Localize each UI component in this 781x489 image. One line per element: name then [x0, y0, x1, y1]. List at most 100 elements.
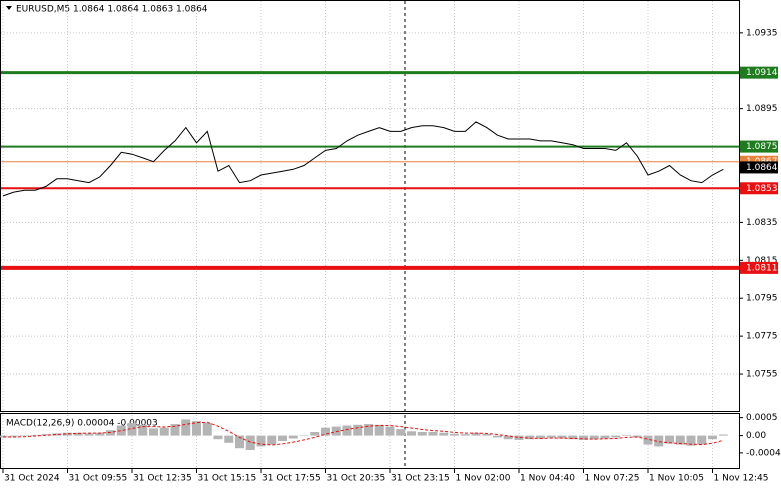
macd-bar — [331, 426, 341, 436]
y-tick-label: 1.0835 — [746, 218, 778, 228]
signal-line — [3, 421, 724, 446]
macd-bar — [235, 435, 244, 449]
y-tick-label: 1.0815 — [746, 256, 778, 266]
macd-bar — [127, 423, 137, 436]
macd-bar — [471, 432, 481, 436]
macd-bar — [665, 435, 674, 444]
macd-bar — [256, 435, 266, 447]
macd-bar — [202, 423, 212, 436]
macd-bar — [417, 432, 427, 436]
macd-bar — [159, 427, 169, 436]
macd-bar — [632, 435, 642, 438]
main-panel — [0, 0, 740, 412]
x-tick-label: 1 Nov 02:00 — [456, 474, 511, 484]
x-tick-label: 1 Nov 12:45 — [714, 474, 769, 484]
x-tick-label: 31 Oct 20:35 — [327, 474, 386, 484]
macd-bar — [224, 435, 234, 443]
x-tick-label: 1 Nov 07:25 — [585, 474, 640, 484]
macd-bar — [288, 435, 298, 439]
y-tick-label: 1.0895 — [746, 104, 778, 114]
macd-bar — [493, 435, 502, 438]
level-label-bg — [740, 182, 778, 195]
macd-bar — [20, 435, 29, 436]
x-tick-label: 1 Nov 10:05 — [649, 474, 704, 484]
macd-bar — [192, 421, 201, 436]
macd-bar — [697, 435, 707, 445]
level-label-bg — [740, 261, 778, 274]
macd-bar — [643, 435, 653, 445]
macd-bar — [342, 425, 352, 436]
macd-bar — [503, 435, 513, 440]
macd-bar — [374, 424, 384, 436]
y-tick-label: 0.0005 — [746, 413, 778, 423]
macd-bar — [611, 435, 621, 438]
macd-bar — [460, 434, 470, 436]
macd-bar — [439, 432, 449, 436]
macd-bar — [63, 432, 72, 436]
x-tick-label: 31 Oct 23:15 — [391, 474, 450, 484]
macd-bar — [181, 419, 191, 436]
macd-bar — [267, 435, 277, 445]
x-tick-label: 31 Oct 17:55 — [262, 474, 321, 484]
macd-bar — [353, 424, 363, 436]
macd-bar — [525, 435, 535, 440]
macd-bar — [299, 435, 309, 437]
macd-bar — [686, 435, 696, 446]
macd-bar — [245, 435, 255, 450]
macd-bar — [321, 427, 330, 436]
macd-bar — [428, 432, 438, 436]
macd-bar — [52, 433, 62, 436]
y-tick-label: 1.0755 — [746, 370, 778, 380]
y-tick-label: 1.0795 — [746, 294, 778, 304]
macd-bar — [364, 424, 373, 436]
macd-bar — [9, 435, 19, 437]
macd-title: MACD(12,26,9) 0.00004 -0.00003 — [6, 419, 158, 429]
macd-bar — [708, 435, 717, 440]
macd-bar — [482, 433, 492, 436]
macd-panel — [0, 413, 740, 469]
level-label: 1.0864 — [746, 163, 778, 173]
x-tick-label: 31 Oct 2024 — [4, 474, 60, 484]
y-tick-label: 0.00 — [746, 431, 766, 441]
macd-bar — [149, 428, 158, 436]
level-label-bg — [740, 161, 778, 174]
level-label: 1.0875 — [746, 142, 778, 152]
macd-bar — [385, 426, 395, 436]
macd-bar — [73, 432, 83, 436]
level-label: 1.0853 — [746, 184, 778, 194]
x-tick-label: 1 Nov 04:40 — [520, 474, 575, 484]
macd-bar — [579, 435, 588, 440]
level-label-bg — [740, 66, 778, 79]
macd-bar — [589, 435, 599, 440]
chart-title: EURUSD,M5 1.0864 1.0864 1.0863 1.0864 — [16, 5, 208, 15]
macd-bar — [622, 434, 631, 436]
x-tick-label: 31 Oct 09:55 — [69, 474, 128, 484]
macd-bar — [536, 435, 545, 439]
x-tick-label: 31 Oct 12:35 — [133, 474, 192, 484]
level-label: 1.0914 — [746, 68, 778, 78]
menu-arrow — [6, 6, 12, 10]
macd-bar — [675, 435, 685, 445]
macd-bar — [170, 424, 180, 436]
macd-bar — [568, 435, 578, 440]
macd-bar — [278, 435, 287, 441]
y-tick-label: -0.00048 — [746, 448, 781, 458]
level-label-bg — [740, 140, 778, 153]
macd-bar — [654, 435, 664, 447]
macd-bar — [310, 432, 320, 436]
macd-bar — [30, 434, 40, 436]
macd-bar — [450, 433, 459, 436]
macd-bar — [718, 434, 728, 436]
price-line — [2, 121, 724, 197]
macd-bar — [514, 435, 524, 440]
macd-bar — [600, 435, 610, 439]
macd-bar — [407, 431, 416, 436]
x-tick-label: 31 Oct 15:15 — [198, 474, 257, 484]
macd-bar — [213, 435, 223, 440]
macd-bar — [84, 433, 94, 436]
macd-bar — [557, 435, 567, 439]
macd-bar — [41, 434, 51, 436]
y-tick-label: 1.0935 — [746, 28, 778, 38]
macd-bar — [95, 432, 105, 436]
